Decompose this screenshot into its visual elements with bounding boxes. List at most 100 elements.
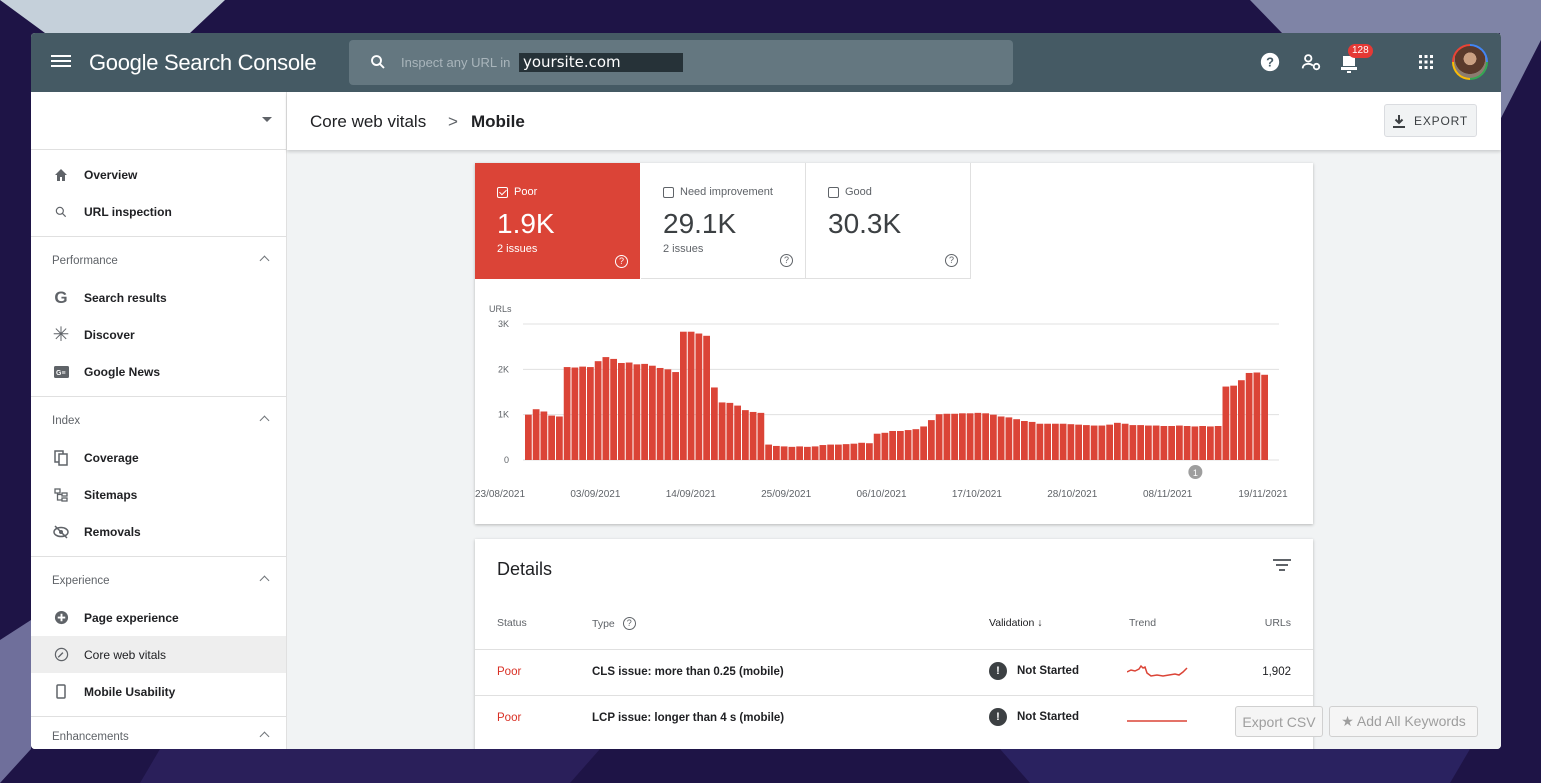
sidebar-section-index: Index Coverage Sitemaps Removals xyxy=(31,397,286,557)
help-icon[interactable]: ? xyxy=(945,254,958,267)
tile-good[interactable]: Good 30.3K ? xyxy=(806,163,971,279)
chart-bar xyxy=(641,363,648,460)
sidebar-item-label: Discover xyxy=(84,327,135,342)
chart-bar xyxy=(974,412,982,460)
sidebar-item-google-news[interactable]: G≡ Google News xyxy=(31,353,286,390)
chart-bar xyxy=(680,331,687,460)
manage-users-icon[interactable] xyxy=(1300,51,1322,73)
filter-icon[interactable] xyxy=(1273,559,1291,574)
sidebar-item-overview[interactable]: Overview xyxy=(31,156,286,193)
chart-bar xyxy=(873,433,881,460)
sidebar: Overview URL inspection Performance G Se… xyxy=(31,92,287,749)
chart-bar xyxy=(1044,423,1051,460)
export-csv-button[interactable]: Export CSV xyxy=(1235,706,1323,737)
y-tick-label: 2K xyxy=(498,364,509,374)
chart-bar xyxy=(1191,426,1199,460)
table-row[interactable]: Poor LCP issue: longer than 4 s (mobile)… xyxy=(475,695,1313,741)
export-button[interactable]: EXPORT xyxy=(1384,104,1477,137)
sidebar-item-search-results[interactable]: G Search results xyxy=(31,279,286,316)
chart-bar xyxy=(1106,424,1113,460)
chart-bar xyxy=(540,411,548,460)
chart-bar xyxy=(881,432,889,460)
chart-bar xyxy=(1214,426,1222,460)
search-domain-text: yoursite.com xyxy=(519,53,683,72)
caret-down-icon xyxy=(262,117,272,122)
checkbox-checked-icon xyxy=(497,186,508,198)
section-header-enhancements[interactable]: Enhancements xyxy=(31,719,286,749)
sidebar-top-section: Overview URL inspection xyxy=(31,150,286,237)
chart-bar xyxy=(928,420,935,460)
sidebar-item-url-inspection[interactable]: URL inspection xyxy=(31,193,286,230)
tile-value: 30.3K xyxy=(828,208,902,239)
row-validation: ! Not Started xyxy=(989,662,1079,680)
breadcrumb-parent-link[interactable]: Core web vitals xyxy=(310,112,427,131)
column-header-validation[interactable]: Validation ↓ xyxy=(989,617,1043,629)
section-title: Index xyxy=(52,415,81,427)
tile-header: Need improvement xyxy=(663,186,773,198)
section-title: Performance xyxy=(52,255,118,267)
chart-bar xyxy=(990,414,997,460)
avatar[interactable] xyxy=(1452,44,1488,80)
chart-bar xyxy=(532,409,540,460)
chart-bar xyxy=(1207,426,1214,460)
chart-bar xyxy=(664,369,672,460)
tile-issues: 2 issues xyxy=(497,243,538,255)
sidebar-item-sitemaps[interactable]: Sitemaps xyxy=(31,476,286,513)
chart-bar xyxy=(1222,386,1230,460)
sidebar-item-mobile-usability[interactable]: Mobile Usability xyxy=(31,673,286,710)
sidebar-item-removals[interactable]: Removals xyxy=(31,513,286,550)
help-icon[interactable]: ? xyxy=(615,255,628,268)
sidebar-item-discover[interactable]: ✳ Discover xyxy=(31,316,286,353)
table-row[interactable]: Poor CLS issue: more than 0.25 (mobile) … xyxy=(475,649,1313,695)
y-tick-label: 0 xyxy=(504,455,509,465)
help-icon[interactable]: ? xyxy=(622,617,636,630)
chart-bar xyxy=(548,415,555,460)
column-header-status[interactable]: Status xyxy=(497,617,527,629)
tile-value: 29.1K xyxy=(663,208,737,239)
chart-bar xyxy=(1152,425,1160,460)
x-tick-label: 23/08/2021 xyxy=(475,489,525,500)
chart-bar xyxy=(804,446,811,460)
row-type: CLS issue: more than 0.25 (mobile) xyxy=(592,666,784,678)
url-inspect-search-input[interactable]: Inspect any URL in yoursite.com xyxy=(349,40,1013,85)
tile-header: Poor xyxy=(497,186,537,198)
chart-bar xyxy=(997,416,1005,460)
property-selector[interactable] xyxy=(31,92,286,150)
sidebar-item-core-web-vitals[interactable]: Core web vitals xyxy=(31,636,286,673)
section-header-index[interactable]: Index xyxy=(31,403,286,439)
section-header-experience[interactable]: Experience xyxy=(31,563,286,599)
help-icon[interactable]: ? xyxy=(780,254,793,267)
validation-text: Not Started xyxy=(1017,711,1079,723)
chart-bar xyxy=(742,410,749,460)
chart-bar xyxy=(904,430,912,460)
chart-bar xyxy=(819,445,827,460)
chart-bar xyxy=(695,333,703,460)
search-placeholder: Inspect any URL in xyxy=(401,55,511,70)
column-header-urls[interactable]: URLs xyxy=(1264,617,1291,629)
tile-label: Poor xyxy=(514,186,538,198)
chart-bar xyxy=(1075,424,1082,460)
chart-bar xyxy=(687,331,695,460)
help-icon[interactable]: ? xyxy=(1259,51,1281,73)
tile-need-improvement[interactable]: Need improvement 29.1K 2 issues ? xyxy=(641,163,806,279)
chart-bar xyxy=(1005,417,1013,460)
column-header-type[interactable]: Type? xyxy=(592,617,636,630)
chart-bar xyxy=(1090,425,1098,460)
chart-bar xyxy=(556,416,563,460)
chart-bar xyxy=(579,366,586,460)
tile-poor[interactable]: Poor 1.9K 2 issues ? xyxy=(475,163,640,279)
chart-bar xyxy=(610,358,617,460)
sidebar-item-label: Search results xyxy=(84,290,167,305)
sidebar-item-page-experience[interactable]: Page experience xyxy=(31,599,286,636)
sidebar-item-coverage[interactable]: Coverage xyxy=(31,439,286,476)
hamburger-menu-icon[interactable] xyxy=(51,52,71,72)
column-header-label: Validation xyxy=(989,617,1035,629)
notifications-icon[interactable] xyxy=(1339,52,1359,74)
apps-grid-icon[interactable] xyxy=(1418,54,1434,70)
chart-bar xyxy=(889,430,896,460)
validation-text: Not Started xyxy=(1017,665,1079,677)
chart-bar xyxy=(765,444,772,460)
add-all-keywords-button[interactable]: ★ Add All Keywords xyxy=(1329,706,1478,737)
section-header-performance[interactable]: Performance xyxy=(31,243,286,279)
